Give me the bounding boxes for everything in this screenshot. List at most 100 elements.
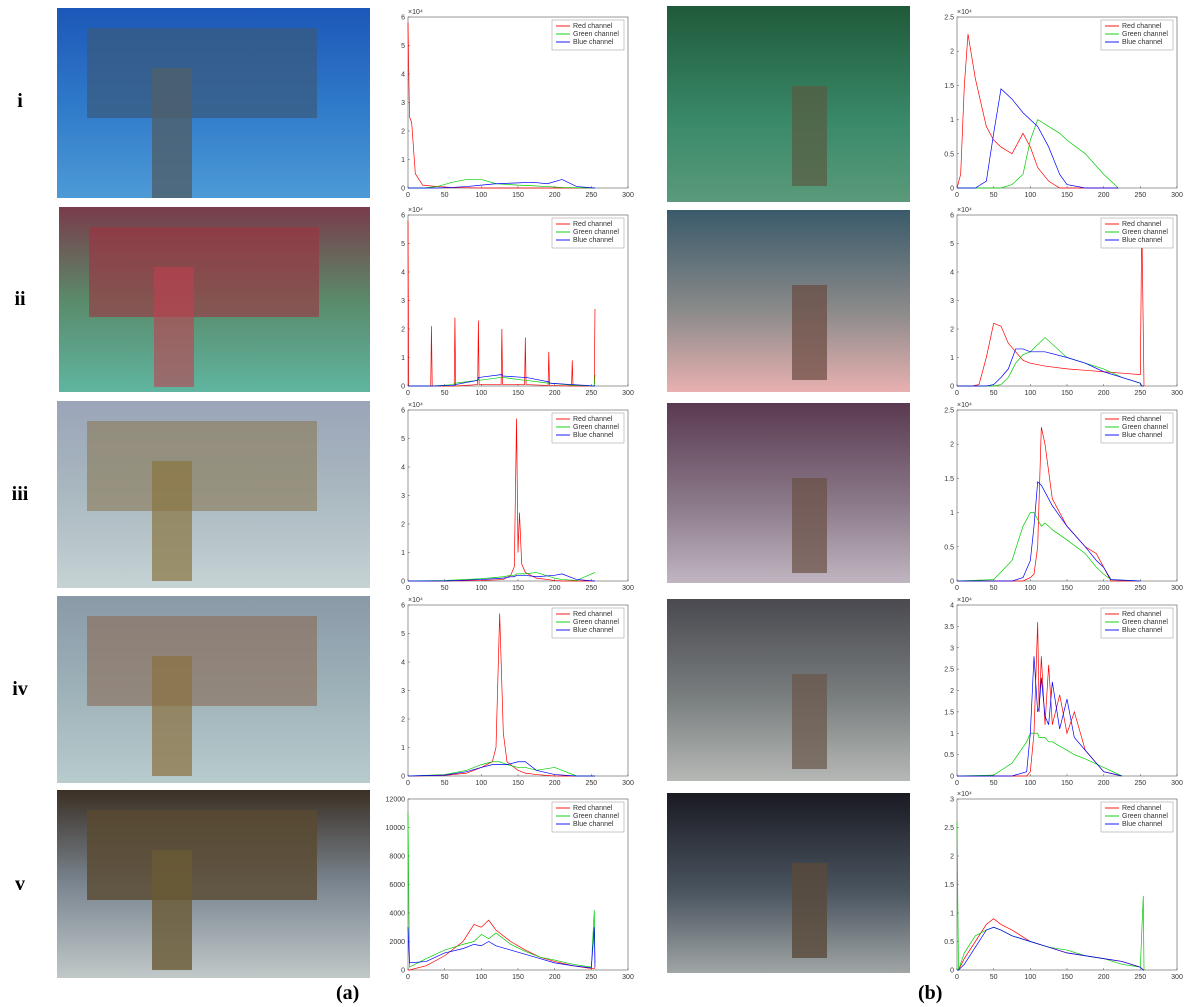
y-tick-label: 1 — [950, 510, 954, 517]
x-tick-label: 100 — [475, 974, 487, 981]
y-tick-label: 1 — [401, 745, 405, 752]
x-tick-label: 50 — [441, 585, 449, 592]
x-tick-label: 300 — [1171, 974, 1183, 981]
y-tick-label: 6 — [401, 603, 405, 610]
histogram-chart: 0501001502002503000123456×10⁴Red channel… — [390, 5, 635, 200]
x-tick-label: 200 — [1098, 585, 1110, 592]
x-tick-label: 100 — [475, 585, 487, 592]
y-tick-label: 1 — [401, 157, 405, 164]
x-tick-label: 150 — [512, 585, 524, 592]
legend-label: Red channel — [1122, 221, 1162, 228]
y-tick-label: 0 — [401, 774, 405, 781]
y-tick-label: 12000 — [386, 797, 406, 804]
y-tick-label: 2 — [950, 442, 954, 449]
row-label: iii — [8, 483, 32, 506]
x-tick-label: 0 — [955, 192, 959, 199]
x-tick-label: 50 — [441, 974, 449, 981]
x-tick-label: 100 — [475, 780, 487, 787]
x-tick-label: 50 — [990, 780, 998, 787]
x-tick-label: 250 — [1134, 780, 1146, 787]
photo — [57, 401, 370, 588]
legend-label: Blue channel — [573, 627, 614, 634]
y-tick-label: 0 — [950, 774, 954, 781]
y-tick-label: 0.5 — [944, 752, 954, 759]
y-tick-label: 3 — [401, 493, 405, 500]
x-tick-label: 250 — [585, 585, 597, 592]
x-tick-label: 250 — [585, 974, 597, 981]
y-tick-label: 3 — [950, 298, 954, 305]
x-tick-label: 250 — [1134, 192, 1146, 199]
row-label: i — [8, 90, 32, 113]
x-tick-label: 50 — [441, 192, 449, 199]
y-tick-label: 2 — [950, 854, 954, 861]
x-tick-label: 200 — [549, 780, 561, 787]
y-tick-label: 4000 — [389, 911, 405, 918]
y-tick-label: 2.5 — [944, 667, 954, 674]
legend-label: Green channel — [1122, 813, 1168, 820]
x-tick-label: 100 — [1024, 585, 1036, 592]
y-tick-label: 2000 — [389, 939, 405, 946]
y-tick-label: 5 — [950, 241, 954, 248]
legend-label: Blue channel — [1122, 821, 1163, 828]
x-tick-label: 300 — [1171, 585, 1183, 592]
x-tick-label: 200 — [1098, 974, 1110, 981]
y-tick-label: 0 — [950, 579, 954, 586]
x-tick-label: 0 — [406, 192, 410, 199]
x-tick-label: 100 — [1024, 974, 1036, 981]
histogram-chart: 05010015020025030000.511.522.53×10⁴Red c… — [939, 787, 1184, 982]
x-tick-label: 200 — [549, 192, 561, 199]
x-tick-label: 0 — [406, 390, 410, 397]
y-tick-label: 1.5 — [944, 476, 954, 483]
legend-label: Green channel — [573, 424, 619, 431]
x-tick-label: 0 — [955, 585, 959, 592]
x-tick-label: 150 — [1061, 585, 1073, 592]
y-tick-label: 1 — [950, 117, 954, 124]
legend-label: Green channel — [573, 229, 619, 236]
photo — [667, 403, 910, 583]
y-tick-label: 5 — [401, 436, 405, 443]
y-tick-label: 6 — [401, 15, 405, 22]
y-tick-label: 2 — [950, 49, 954, 56]
y-tick-label: 1 — [401, 550, 405, 557]
x-tick-label: 150 — [1061, 974, 1073, 981]
x-tick-label: 100 — [475, 390, 487, 397]
x-tick-label: 300 — [622, 585, 634, 592]
x-tick-label: 200 — [549, 585, 561, 592]
x-tick-label: 150 — [512, 192, 524, 199]
y-tick-label: 10000 — [386, 825, 406, 832]
legend-label: Red channel — [573, 221, 613, 228]
x-tick-label: 300 — [622, 974, 634, 981]
photo — [57, 596, 370, 783]
x-tick-label: 50 — [441, 390, 449, 397]
x-tick-label: 100 — [1024, 780, 1036, 787]
histogram-chart: 05010015020025030000.511.522.5×10⁴Red ch… — [939, 5, 1184, 200]
y-tick-label: 3 — [401, 298, 405, 305]
y-tick-label: 1 — [950, 355, 954, 362]
legend-label: Green channel — [1122, 424, 1168, 431]
y-scale-label: ×10⁴ — [957, 207, 972, 214]
row-label: ii — [8, 288, 32, 311]
legend-label: Green channel — [573, 31, 619, 38]
x-tick-label: 150 — [1061, 192, 1073, 199]
x-tick-label: 50 — [441, 780, 449, 787]
legend-label: Red channel — [1122, 611, 1162, 618]
legend-label: Green channel — [1122, 619, 1168, 626]
y-tick-label: 2 — [950, 688, 954, 695]
y-tick-label: 2 — [401, 717, 405, 724]
legend-label: Blue channel — [573, 39, 614, 46]
legend-label: Red channel — [573, 805, 613, 812]
row-label: iv — [8, 678, 32, 701]
legend-label: Green channel — [1122, 229, 1168, 236]
y-tick-label: 2 — [401, 522, 405, 529]
y-tick-label: 4 — [401, 465, 405, 472]
panel-label: (b) — [918, 982, 942, 1005]
x-tick-label: 150 — [1061, 390, 1073, 397]
y-scale-label: ×10⁴ — [408, 207, 423, 214]
y-tick-label: 3 — [401, 688, 405, 695]
y-tick-label: 1.5 — [944, 83, 954, 90]
photo — [57, 8, 370, 198]
